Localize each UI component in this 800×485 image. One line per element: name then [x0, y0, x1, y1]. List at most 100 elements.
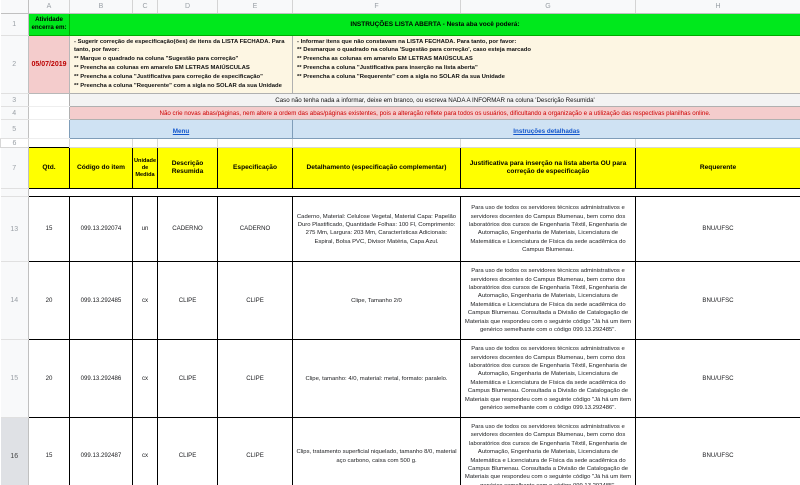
cell-detalhamento[interactable]: Clips, tratamento superficial niquelado,… [292, 417, 461, 485]
column-header-B[interactable]: B [69, 0, 133, 14]
cell-justificativa[interactable]: Para uso de todos os servidores técnicos… [460, 196, 636, 263]
instr-left-line-5: ** Preencha a coluna "Requerente" com a … [74, 83, 282, 90]
instr-right-line-1: - Informar itens que não constavam na LI… [297, 38, 517, 45]
row-header-6[interactable]: 6 [0, 138, 29, 149]
column-header-A[interactable]: A [28, 0, 70, 14]
cell-qtd[interactable]: 15 [28, 196, 70, 263]
cell-unidade[interactable]: cx [132, 417, 158, 485]
cell-unidade[interactable]: cx [132, 261, 158, 341]
row6-col-a-empty[interactable] [28, 138, 70, 148]
row6-col-g-empty[interactable] [460, 138, 636, 149]
instr-right-line-4: ** Preencha a coluna "Justificativa para… [297, 65, 478, 72]
row-gap-header [0, 188, 29, 198]
cell-detalhamento[interactable]: Caderno, Material: Celulose Vegetal, Mat… [292, 196, 461, 263]
column-header-D[interactable]: D [157, 0, 218, 14]
row-header-5[interactable]: 5 [0, 119, 29, 140]
instr-left-line-1: - Sugerir correção de especificação(ões)… [74, 38, 285, 54]
cell-detalhamento[interactable]: Clipe, tamanho: 4/0, material: metal, fo… [292, 339, 461, 419]
row-header-7[interactable]: 7 [0, 147, 29, 190]
detailed-instructions-link-cell[interactable]: Instruções detalhadas [292, 119, 800, 140]
row-header-15[interactable]: 15 [0, 339, 29, 419]
row-header-16[interactable]: 16 [0, 417, 29, 485]
table-row[interactable]: 14 20 099.13.292485 cx CLIPE CLIPE Clipe… [0, 261, 800, 341]
cell-especificacao[interactable]: CLIPE [217, 417, 293, 485]
table-row[interactable]: 16 15 099.13.292487 cx CLIPE CLIPE Clips… [0, 417, 800, 485]
do-not-create-tabs-warning: Não crie novas abas/páginas, nem altere … [69, 106, 800, 121]
row6-col-f-empty[interactable] [292, 138, 461, 149]
row-header-2[interactable]: 2 [0, 35, 29, 95]
th-descricao-resumida[interactable]: Descrição Resumida [157, 147, 218, 190]
row6-col-d-empty[interactable] [157, 138, 218, 149]
cell-codigo[interactable]: 099.13.292485 [69, 261, 133, 341]
th-especificacao[interactable]: Especificação [217, 147, 293, 190]
cell-requerente[interactable]: BNU/UFSC [635, 339, 800, 419]
row-header-13[interactable]: 13 [0, 196, 29, 263]
th-qtd[interactable]: Qtd. [28, 147, 70, 190]
deadline-date-cell[interactable]: 05/07/2019 [28, 34, 70, 95]
row5-col-a-empty[interactable] [28, 119, 70, 140]
sheet-row-7-table-header: 7 Qtd. Código do item Unidade de Medida … [0, 147, 800, 190]
th-requerente[interactable]: Requerente [635, 147, 800, 190]
column-header-row: A B C D E F G H [0, 0, 800, 14]
sheet-row-4: 4 Não crie novas abas/páginas, nem alter… [0, 106, 800, 121]
cell-justificativa[interactable]: Para uso de todos os servidores técnicos… [460, 417, 636, 485]
instructions-banner: INSTRUÇÕES LISTA ABERTA - Nesta aba você… [69, 12, 800, 36]
cell-qtd[interactable]: 20 [28, 339, 70, 419]
cell-descricao[interactable]: CLIPE [157, 261, 218, 341]
instr-right-line-3: ** Preencha as colunas em amarelo EM LET… [297, 56, 473, 63]
row-header-3[interactable]: 3 [0, 93, 29, 108]
cell-qtd[interactable]: 20 [28, 261, 70, 341]
row6-col-b-empty[interactable] [69, 138, 133, 149]
column-header-G[interactable]: G [460, 0, 636, 14]
menu-link[interactable]: Menu [172, 128, 190, 136]
cell-especificacao[interactable]: CLIPE [217, 261, 293, 341]
cell-detalhamento[interactable]: Clipe, Tamanho 2/0 [292, 261, 461, 341]
row-header-14[interactable]: 14 [0, 261, 29, 341]
cell-qtd[interactable]: 15 [28, 417, 70, 485]
instr-left-line-3: ** Preencha as colunas em amarelo EM LET… [74, 65, 250, 72]
cell-especificacao[interactable]: CLIPE [217, 339, 293, 419]
cell-descricao[interactable]: CLIPE [157, 417, 218, 485]
column-header-H[interactable]: H [635, 0, 800, 14]
cell-requerente[interactable]: BNU/UFSC [635, 196, 800, 263]
select-all-corner[interactable] [0, 0, 29, 14]
instr-left-line-2: ** Marque o quadrado na coluna "Sugestão… [74, 56, 239, 63]
column-header-F[interactable]: F [292, 0, 461, 14]
row-header-1[interactable]: 1 [0, 13, 29, 36]
row4-col-a-empty[interactable] [28, 106, 70, 121]
cell-requerente[interactable]: BNU/UFSC [635, 417, 800, 485]
cell-unidade[interactable]: un [132, 196, 158, 263]
column-header-C[interactable]: C [132, 0, 158, 14]
table-row[interactable]: 15 20 099.13.292486 cx CLIPE CLIPE Clipe… [0, 339, 800, 419]
row3-col-a-empty[interactable] [28, 93, 70, 108]
cell-descricao[interactable]: CLIPE [157, 339, 218, 419]
nothing-to-report-note: Caso não tenha nada a informar, deixe em… [69, 93, 800, 108]
row-header-4[interactable]: 4 [0, 106, 29, 121]
cell-unidade[interactable]: cx [132, 339, 158, 419]
th-codigo-item[interactable]: Código do item [69, 147, 133, 190]
cell-justificativa[interactable]: Para uso de todos os servidores técnicos… [460, 339, 636, 419]
activity-deadline-label: Atividade encerra em: [28, 12, 70, 36]
row6-col-e-empty[interactable] [217, 138, 293, 149]
cell-requerente[interactable]: BNU/UFSC [635, 261, 800, 341]
row6-col-h-empty[interactable] [635, 138, 800, 149]
detailed-instructions-link[interactable]: Instruções detalhadas [513, 128, 580, 136]
th-detalhamento[interactable]: Detalhamento (especificação complementar… [292, 147, 461, 190]
th-justificativa[interactable]: Justificativa para inserção na lista abe… [460, 147, 636, 190]
table-row[interactable]: 13 15 099.13.292074 un CADERNO CADERNO C… [0, 196, 800, 263]
cell-codigo[interactable]: 099.13.292487 [69, 417, 133, 485]
row6-col-c-empty[interactable] [132, 138, 158, 149]
cell-descricao[interactable]: CADERNO [157, 196, 218, 263]
cell-codigo[interactable]: 099.13.292486 [69, 339, 133, 419]
th-unidade-medida[interactable]: Unidade de Medida [132, 147, 158, 190]
menu-link-cell[interactable]: Menu [69, 119, 293, 140]
instructions-right-block: - Informar itens que não constavam na LI… [292, 34, 800, 95]
cell-justificativa[interactable]: Para uso de todos os servidores técnicos… [460, 261, 636, 341]
sheet-row-3: 3 Caso não tenha nada a informar, deixe … [0, 93, 800, 108]
column-header-E[interactable]: E [217, 0, 293, 14]
cell-codigo[interactable]: 099.13.292074 [69, 196, 133, 263]
cell-especificacao[interactable]: CADERNO [217, 196, 293, 263]
row-gap-body [28, 188, 800, 197]
